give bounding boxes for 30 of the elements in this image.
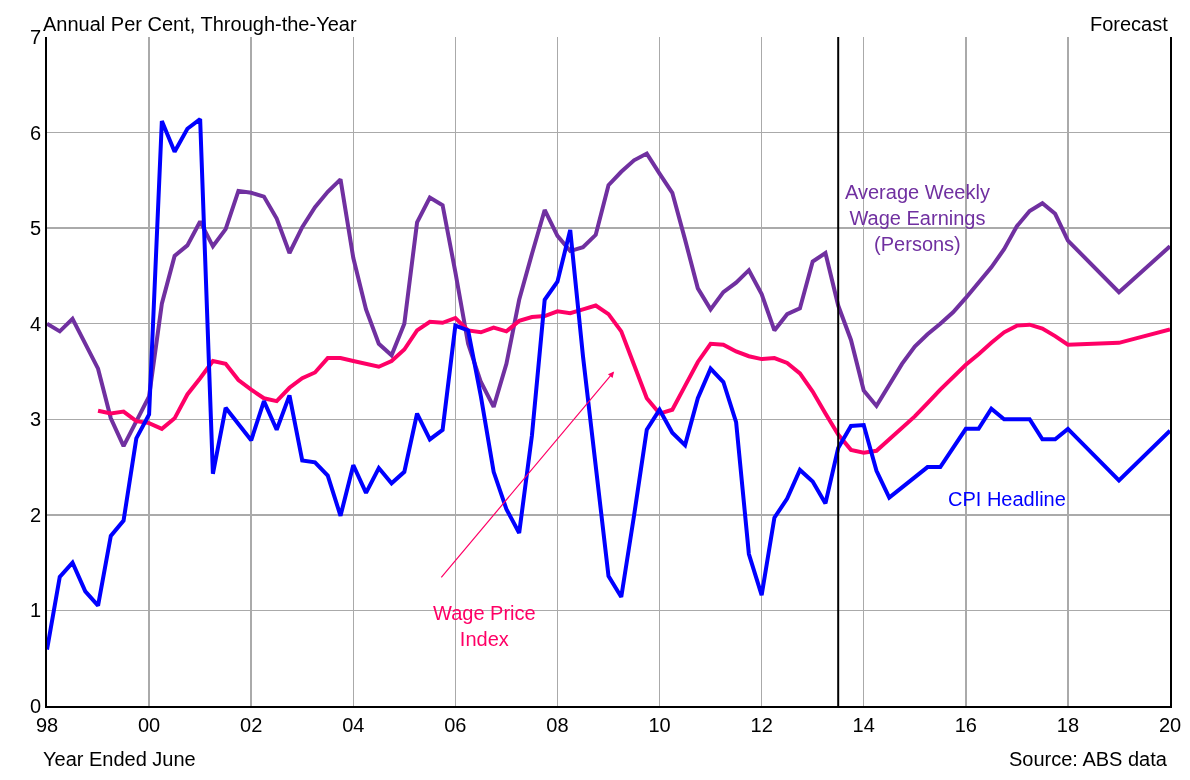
x-tick-label: 02: [240, 714, 263, 736]
y-tick-label: 7: [29, 26, 41, 48]
x-tick-label: 10: [648, 714, 671, 736]
y-tick-label: 6: [29, 121, 41, 144]
y-tick-label: 2: [29, 503, 41, 526]
x-tick-label: 16: [954, 714, 977, 736]
x-tick-label: 04: [342, 714, 365, 736]
line-series: [47, 117, 1170, 652]
x-tick-label: 12: [750, 714, 773, 736]
series-label: CPI Headline: [948, 488, 1066, 510]
x-tick-label: 00: [137, 714, 161, 736]
text: Forecast: [1090, 13, 1169, 35]
y-tick-label: 3: [29, 408, 41, 431]
x-tick-label: 98: [35, 714, 59, 736]
y-axis-title: Annual Per Cent, Through-the-Year: [43, 13, 357, 35]
x-axis-title: Year Ended June: [43, 748, 196, 770]
x-tick-label: 14: [852, 714, 875, 736]
y-tick-label: 1: [29, 599, 41, 622]
x-tick-label: 08: [546, 714, 569, 736]
y-tick-label: 5: [29, 217, 41, 240]
line-series: [47, 151, 1170, 449]
x-tick-label: 20: [1158, 714, 1182, 736]
y-tick-label: 4: [29, 312, 41, 335]
source-note: Source: ABS data: [1009, 748, 1168, 770]
line-series: [96, 303, 1170, 455]
x-tick-label: 18: [1056, 714, 1080, 736]
series-label: Average Weekly Wage Earnings (Persons): [845, 181, 990, 255]
y-tick-label: 0: [29, 695, 41, 717]
text: Wage Price Index: [433, 602, 536, 650]
x-tick-label: 06: [444, 714, 467, 736]
